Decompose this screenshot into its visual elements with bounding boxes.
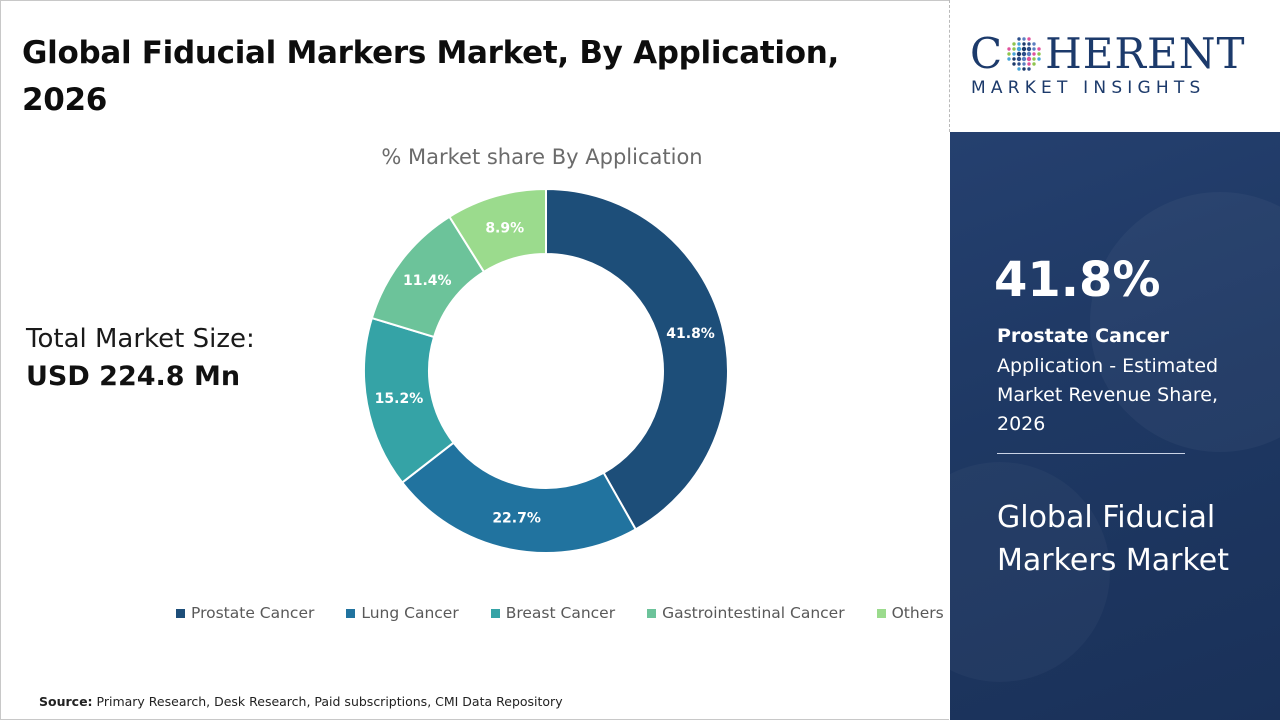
donut-chart: 41.8% 22.7% 15.2% 11.4% 8.9% (363, 187, 729, 554)
logo-dot (1012, 47, 1016, 51)
chart-legend: Prostate Cancer Lung Cancer Breast Cancer G… (176, 602, 944, 624)
legend-swatch (490, 608, 500, 618)
logo-dot (1021, 51, 1027, 57)
logo-dot (1022, 37, 1026, 41)
panel-market-title: Global Fiducial Markers Market (997, 500, 1229, 578)
logo-dot (1026, 51, 1032, 57)
logo-dot (1027, 37, 1031, 41)
logo-dot (1027, 42, 1031, 46)
highlight-panel (950, 132, 1280, 720)
legend-item-others: Others (876, 604, 944, 622)
logo-dot (1017, 67, 1021, 71)
legend-label: Lung Cancer (361, 604, 459, 622)
logo-dot (1032, 57, 1036, 61)
page-title: Global Fiducial Markers Market, By Appli… (22, 35, 839, 118)
logo-dot (1017, 37, 1021, 41)
legend-item-breast-cancer: Breast Cancer (490, 604, 616, 622)
legend-swatch (346, 608, 356, 618)
highlight-segment-name: Prostate Cancer (997, 325, 1169, 347)
logo-dot (1007, 52, 1011, 56)
panel-divider-rule (997, 453, 1185, 454)
logo-dot (1012, 57, 1016, 61)
brand-name-right: HERENT (1045, 29, 1246, 78)
logo-dot (1017, 62, 1021, 66)
data-label-others: 8.9% (485, 220, 524, 236)
frame-top-border (0, 0, 949, 1)
brand-name-left: C (970, 29, 1004, 78)
logo-dot (1016, 56, 1022, 62)
data-label-lung-cancer: 22.7% (492, 511, 541, 527)
legend-item-gastrointestinal-cancer: Gastrointestinal Cancer (647, 604, 845, 622)
brand-logo: C HERENT (970, 30, 1245, 78)
logo-dot (1012, 42, 1016, 46)
source-label: Source: (39, 694, 93, 709)
donut-slice-lung-cancer (400, 441, 638, 554)
logo-dot (1022, 67, 1026, 71)
logo-dot (1027, 67, 1031, 71)
donut-slice-others (448, 187, 547, 274)
logo-area (950, 0, 1280, 132)
logo-dot (1007, 47, 1011, 51)
legend-label: Breast Cancer (505, 604, 616, 622)
logo-dot (1022, 42, 1026, 46)
legend-item-lung-cancer: Lung Cancer (346, 604, 459, 622)
logo-dot (1026, 56, 1032, 62)
logo-dot (1021, 46, 1027, 52)
legend-label: Gastrointestinal Cancer (662, 604, 845, 622)
logo-dot (1032, 62, 1036, 66)
logo-dot (1032, 52, 1036, 56)
total-market-size-label: Total Market Size: (26, 324, 255, 354)
highlight-share-value: 41.8% (994, 252, 1161, 308)
logo-dot (1037, 57, 1041, 61)
legend-label: Prostate Cancer (191, 604, 315, 622)
legend-swatch (176, 608, 185, 618)
brand-dot-o-icon (1004, 34, 1044, 74)
logo-dot (1032, 47, 1036, 51)
legend-item-prostate-cancer: Prostate Cancer (176, 604, 314, 622)
data-label-prostate-cancer: 41.8% (666, 326, 715, 342)
logo-dot (1032, 42, 1036, 46)
source-note: Source: Primary Research, Desk Research,… (39, 694, 563, 709)
logo-dot (1016, 51, 1022, 57)
data-label-gastrointestinal-cancer: 11.4% (403, 273, 452, 289)
logo-dot (1021, 56, 1027, 62)
legend-swatch (647, 608, 657, 618)
logo-dot (1037, 52, 1041, 56)
source-text: Primary Research, Desk Research, Paid su… (96, 694, 563, 709)
panel-divider (949, 0, 951, 132)
donut-slice-prostate-cancer (545, 187, 729, 531)
logo-dot (1007, 57, 1011, 61)
logo-dot (1037, 47, 1041, 51)
logo-dot (1012, 52, 1016, 56)
frame-left-border (0, 0, 1, 720)
legend-swatch (876, 608, 886, 618)
legend-label: Others (891, 604, 944, 622)
total-market-size-value: USD 224.8 Mn (26, 361, 241, 392)
logo-dot (1012, 62, 1016, 66)
logo-dot (1016, 46, 1022, 52)
logo-dot (1027, 62, 1031, 66)
logo-dot (1022, 62, 1026, 66)
logo-dot (1026, 46, 1032, 52)
brand-tagline: MARKET INSIGHTS (971, 78, 1206, 98)
data-label-breast-cancer: 15.2% (375, 391, 424, 407)
highlight-description: Application - Estimated Market Revenue S… (997, 355, 1219, 435)
chart-title: % Market share By Application (381, 145, 703, 169)
logo-dot (1017, 42, 1021, 46)
